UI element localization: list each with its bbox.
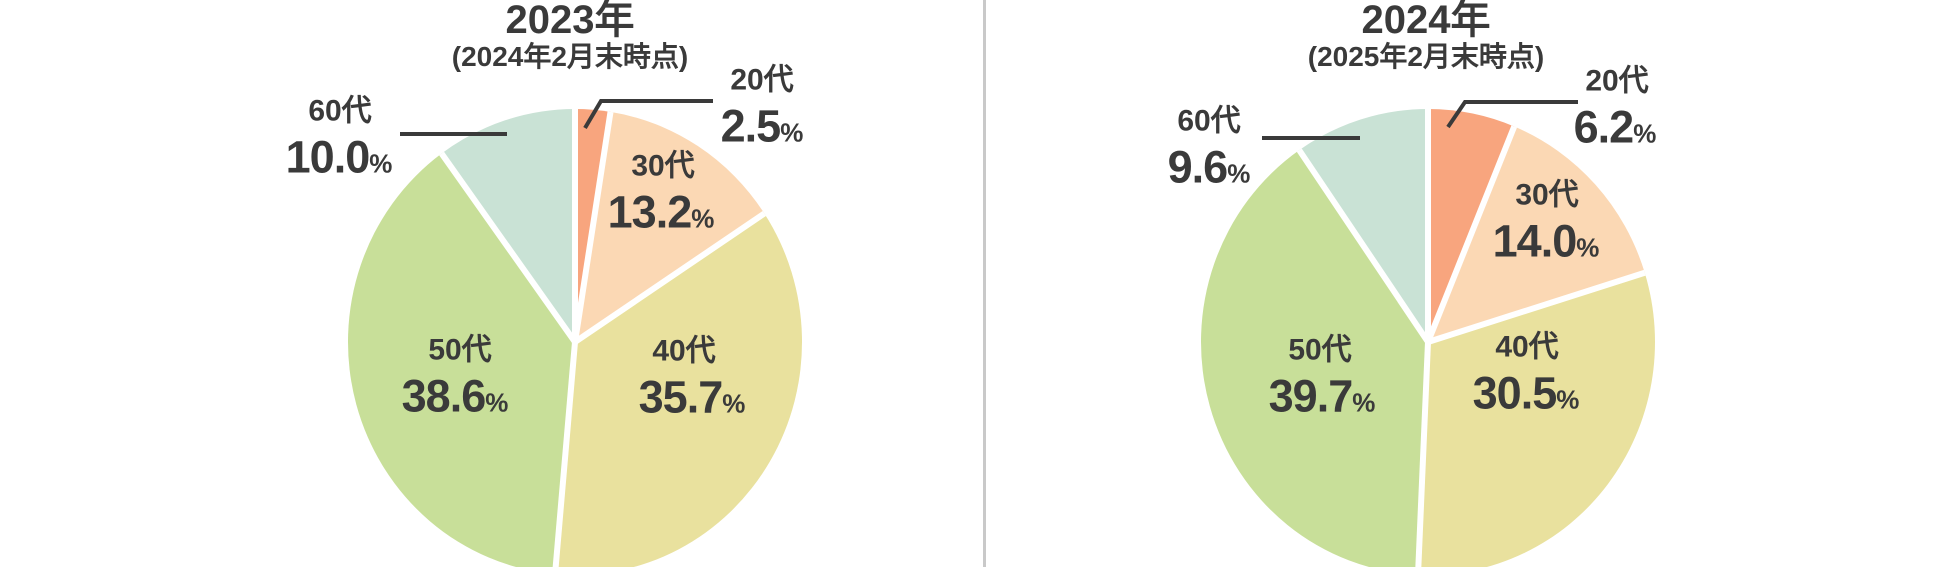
- slice-category: 20代: [730, 63, 794, 96]
- percent-sign: %: [722, 388, 746, 419]
- percent-sign: %: [369, 148, 393, 179]
- slice-value: 9.6%: [1168, 145, 1251, 190]
- slice-value: 38.6%: [402, 373, 509, 418]
- slice-value: 13.2%: [608, 189, 715, 234]
- slice-value-number: 6.2: [1573, 101, 1635, 153]
- slice-value-number: 13.2: [607, 186, 693, 237]
- pie-slice-age-50s-left: [348, 153, 575, 567]
- pie-slice-age-50s-right: [1201, 150, 1428, 567]
- slice-label-age-30s-right: 30代 14.0%: [1493, 178, 1601, 264]
- percent-sign: %: [1556, 384, 1580, 414]
- slice-value-number: 39.7: [1268, 370, 1354, 421]
- slice-category: 60代: [1177, 104, 1241, 138]
- divider-line: [983, 0, 986, 567]
- slice-label-age-50s-left: 50代 38.6%: [402, 333, 514, 419]
- leader-line-age-20s: [1446, 100, 1578, 129]
- slice-value-number: 14.0: [1492, 215, 1578, 267]
- slice-value: 35.7%: [639, 375, 746, 420]
- percent-sign: %: [1576, 232, 1600, 263]
- slice-value: 6.2%: [1574, 105, 1657, 150]
- slice-label-age-60s-left: 60代 10.0%: [286, 94, 394, 180]
- pie-slice-age-40s-left: [555, 213, 803, 567]
- slice-label-age-60s-right: 60代 9.6%: [1168, 104, 1251, 190]
- percent-sign: %: [691, 203, 715, 233]
- slice-gap-line: [1296, 148, 1431, 344]
- slice-value-number: 2.5: [720, 100, 782, 151]
- chart-title-right: 2024年 (2025年2月末時点): [1308, 0, 1545, 72]
- slice-gap-line: [1415, 341, 1431, 567]
- chart-subtitle-right: (2025年2月末時点): [1307, 41, 1545, 72]
- slice-value: 39.7%: [1269, 373, 1376, 418]
- slice-gap-line: [552, 341, 578, 567]
- slice-label-age-40s-right: 40代 30.5%: [1473, 330, 1581, 416]
- slice-value-number: 38.6: [401, 370, 487, 421]
- percent-sign: %: [780, 117, 804, 147]
- chart-subtitle-left: (2024年2月末時点): [451, 41, 689, 72]
- slice-label-age-20s-right: 20代 6.2%: [1574, 64, 1659, 150]
- slice-value-number: 30.5: [1472, 367, 1558, 418]
- leader-line-age-20s: [583, 99, 713, 130]
- slice-label-age-30s-left: 30代 13.2%: [608, 149, 717, 235]
- slice-label-age-40s-left: 40代 35.7%: [631, 334, 746, 420]
- slice-gap-line: [439, 151, 578, 344]
- pie-slice-age-60s-right: [1299, 109, 1428, 342]
- slice-value: 14.0%: [1493, 219, 1600, 264]
- slice-value-number: 35.7: [638, 371, 724, 423]
- slice-value-number: 9.6: [1167, 141, 1229, 193]
- slice-category: 30代: [1515, 178, 1579, 212]
- slice-value: 2.5%: [721, 103, 804, 148]
- slice-value: 10.0%: [286, 135, 393, 180]
- chart-title-left: 2023年 (2024年2月末時点): [452, 0, 689, 72]
- pie-slice-age-30s-left: [575, 111, 765, 343]
- slice-category: 40代: [1495, 330, 1559, 363]
- chart-year-left: 2023年: [505, 0, 635, 42]
- percent-sign: %: [1633, 118, 1657, 149]
- pie-slice-age-40s-right: [1418, 272, 1655, 567]
- percent-sign: %: [485, 387, 509, 417]
- slice-gap-line: [1425, 125, 1517, 344]
- slice-label-age-20s-left: 20代 2.5%: [721, 63, 804, 149]
- pie-slice-age-60s-left: [441, 109, 575, 342]
- slice-label-age-50s-right: 50代 39.7%: [1267, 333, 1376, 419]
- chart-year-right: 2024年: [1361, 0, 1491, 42]
- slice-gap-line: [572, 111, 614, 343]
- percent-sign: %: [1227, 158, 1251, 189]
- slice-gap-line: [573, 210, 767, 345]
- slice-category: 30代: [631, 149, 695, 182]
- slice-category: 60代: [308, 94, 372, 128]
- slice-value-number: 10.0: [285, 131, 371, 183]
- slice-category: 50代: [1288, 333, 1352, 366]
- slice-category: 40代: [652, 334, 716, 368]
- slice-category: 20代: [1585, 64, 1649, 98]
- slice-value: 30.5%: [1473, 370, 1580, 415]
- slice-gap-line: [1427, 269, 1646, 345]
- percent-sign: %: [1352, 387, 1376, 417]
- slice-category: 50代: [428, 333, 492, 366]
